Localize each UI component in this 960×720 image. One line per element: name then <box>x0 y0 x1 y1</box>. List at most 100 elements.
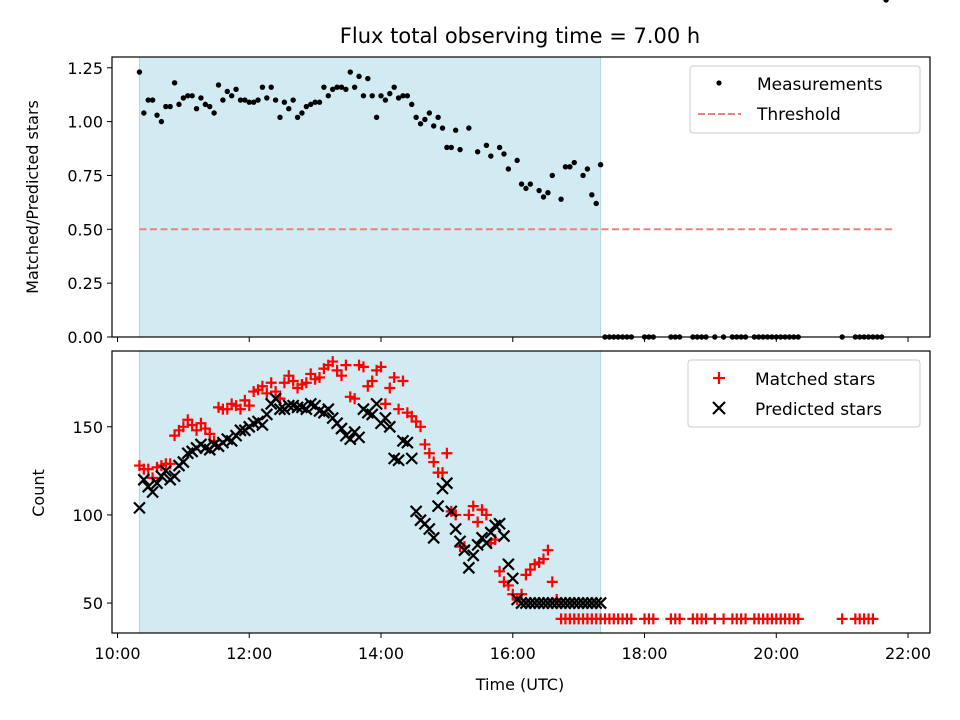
panel-counts: 50 100 150 10:00 12:00 14:00 16:00 18:00 20:00 2… <box>29 351 931 694</box>
y-axis-label: Count <box>29 469 48 517</box>
measurement-point <box>584 166 591 172</box>
measurement-point <box>400 93 406 99</box>
measurement-point <box>286 105 292 112</box>
measurement-point <box>281 99 288 105</box>
measurement-point <box>448 144 454 151</box>
predicted-star-point <box>383 420 397 434</box>
predicted-star-point <box>497 529 511 543</box>
predicted-star-point <box>405 452 419 465</box>
measurement-point <box>325 93 332 99</box>
measurement-point <box>597 161 604 168</box>
predicted-star-point <box>462 561 476 575</box>
predicted-star-point <box>427 531 440 545</box>
measurement-point <box>518 181 525 187</box>
matched-star-point <box>243 400 255 412</box>
matched-star-point <box>327 356 339 368</box>
panel-ratio: 0.00 0.25 0.50 0.75 1.00 1.25 Matched/Predict… <box>23 0 931 347</box>
matched-star-point <box>384 382 396 394</box>
matched-star-point <box>278 377 290 389</box>
matched-stars-points <box>134 356 879 625</box>
measurement-point <box>145 97 151 103</box>
measurement-point <box>264 95 270 101</box>
predicted-star-point <box>423 522 436 536</box>
x-tick-label: 20:00 <box>753 644 799 663</box>
matched-star-point <box>340 359 352 371</box>
predicted-stars-points <box>133 392 607 610</box>
panel-frame <box>111 56 931 338</box>
measurement-point <box>365 75 371 82</box>
measurement-point <box>255 97 261 103</box>
x-tick-label: 22:00 <box>885 644 931 663</box>
predicted-star-point <box>401 436 414 449</box>
matched-star-point <box>428 456 440 468</box>
predicted-star-point <box>335 422 348 435</box>
chart-title: Flux total observing time = 7.00 h <box>340 24 700 48</box>
y-tick-label: 0.00 <box>67 328 103 347</box>
matched-star-point <box>441 447 453 459</box>
matched-star-point <box>177 421 189 433</box>
legend: Measurements Threshold <box>689 65 921 134</box>
matched-star-point <box>538 553 550 565</box>
measurement-point <box>536 187 542 194</box>
measurement-point <box>185 93 191 99</box>
measurement-point <box>567 164 573 170</box>
measurement-point <box>391 84 397 90</box>
x-axis-ticks <box>116 337 909 342</box>
y-tick-label: 150 <box>72 418 103 437</box>
predicted-star-point <box>159 464 173 478</box>
x-axis-ticks: 10:00 12:00 14:00 16:00 18:00 20:00 22:00 <box>94 633 931 663</box>
y-tick-label: 0.75 <box>67 166 103 185</box>
legend-label-threshold: Threshold <box>756 105 841 125</box>
predicted-star-point <box>322 402 335 416</box>
measurement-point <box>369 93 375 99</box>
measurement-point <box>277 114 283 121</box>
measurement-point <box>347 69 353 75</box>
predicted-star-point <box>493 517 506 531</box>
predicted-star-point <box>431 499 445 513</box>
measurement-point <box>246 99 252 105</box>
legend-marker-predicted <box>712 401 726 415</box>
y-tick-label: 50 <box>83 594 103 613</box>
measurement-point <box>356 73 362 80</box>
measurement-point <box>373 114 380 121</box>
predicted-star-point <box>273 402 287 416</box>
measurement-point <box>444 144 450 151</box>
legend-label-predicted: Predicted stars <box>755 400 882 420</box>
measurement-point <box>207 103 213 110</box>
measurement-point <box>343 86 349 93</box>
x-tick-label: 10:00 <box>94 644 140 663</box>
matched-star-point <box>494 565 506 577</box>
predicted-star-point <box>458 543 471 557</box>
measurement-point <box>589 192 595 198</box>
measurement-point <box>426 110 433 116</box>
measurement-point <box>540 194 547 200</box>
observing-span <box>138 56 602 338</box>
matched-star-point <box>546 576 558 588</box>
y-tick-label: 0.50 <box>67 220 103 239</box>
measurement-point <box>474 149 481 155</box>
x-tick-label: 18:00 <box>621 644 667 663</box>
predicted-star-point <box>453 535 467 548</box>
measurement-point <box>215 82 222 88</box>
y-tick-label: 0.25 <box>67 274 103 293</box>
measurement-point <box>351 84 358 90</box>
y-tick-label: 1.25 <box>67 59 103 78</box>
measurement-point <box>549 172 555 179</box>
measurement-point <box>268 84 274 90</box>
measurement-point <box>158 118 165 125</box>
measurement-point <box>505 166 512 172</box>
predicted-star-point <box>133 501 146 515</box>
measurement-point <box>189 93 195 99</box>
matched-star-point <box>357 361 369 373</box>
measurement-points <box>136 0 889 340</box>
measurement-point <box>329 86 336 93</box>
matched-star-point <box>647 613 659 625</box>
measurement-point <box>202 101 209 108</box>
measurement-point <box>259 84 266 90</box>
x-tick-label: 12:00 <box>226 644 272 663</box>
measurement-point <box>211 110 217 116</box>
measurement-point <box>382 97 389 103</box>
matched-star-point <box>142 463 154 475</box>
matched-star-point <box>375 361 387 373</box>
x-tick-label: 16:00 <box>490 644 536 663</box>
